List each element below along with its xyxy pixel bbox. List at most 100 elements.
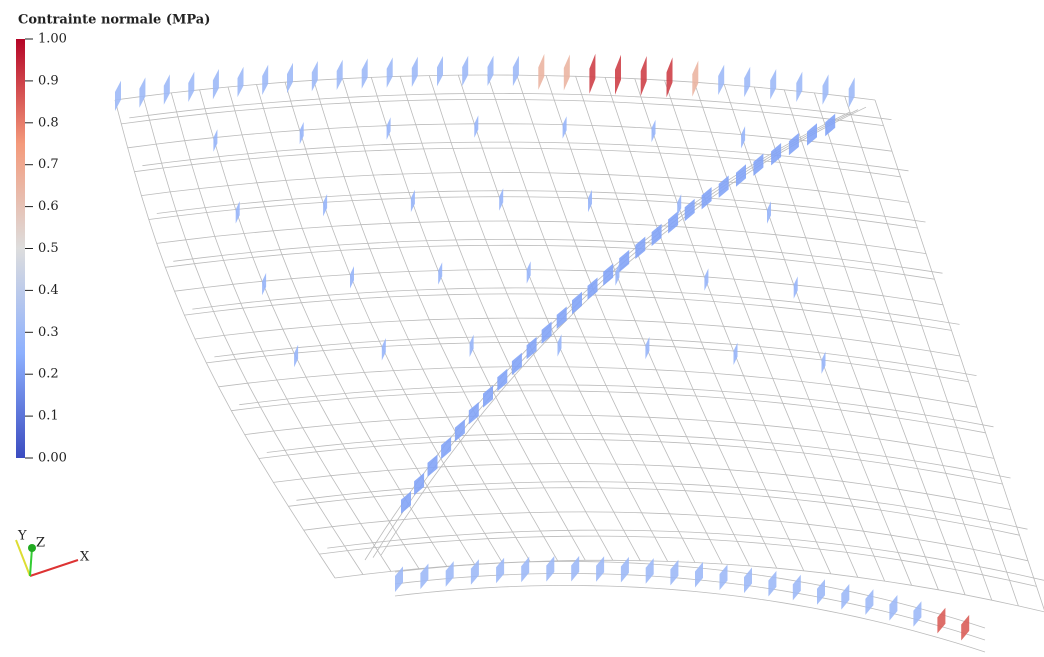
mesh-line <box>206 341 969 382</box>
mesh-line <box>121 98 884 126</box>
glyph <box>865 589 874 615</box>
glyph <box>718 175 729 198</box>
colorbar-tick-label: 0.9 <box>38 73 59 88</box>
glyph <box>299 121 304 145</box>
glyph <box>497 368 508 392</box>
glyph <box>718 64 725 95</box>
glyph <box>807 123 817 146</box>
glyph <box>445 561 454 587</box>
glyph <box>793 276 798 299</box>
glyph <box>666 57 673 98</box>
glyph <box>889 595 898 621</box>
glyph <box>792 574 801 601</box>
glyph <box>620 556 629 583</box>
glyph <box>701 187 712 210</box>
glyph <box>668 211 679 234</box>
glyph <box>640 56 647 96</box>
mesh-line <box>231 390 986 434</box>
colorbar-tick-label: 0.6 <box>38 199 59 214</box>
glyph <box>311 61 318 92</box>
colorbar <box>16 39 25 458</box>
mesh-line <box>156 220 927 254</box>
mesh-line <box>148 196 918 229</box>
glyph <box>469 334 474 357</box>
mesh-line <box>258 438 1003 485</box>
glyph <box>770 69 777 100</box>
glyph <box>645 558 654 584</box>
glyph <box>913 601 922 627</box>
glyph <box>848 77 855 108</box>
glyph <box>381 338 386 361</box>
mesh-line <box>134 147 901 178</box>
colorbar-tick-label: 0.7 <box>38 157 59 172</box>
mesh-line <box>141 171 910 203</box>
mesh-line <box>114 74 876 101</box>
glyph <box>512 55 519 87</box>
axis-y-label: Y <box>17 529 27 544</box>
glyph <box>587 277 598 300</box>
glyph <box>526 261 531 284</box>
glyph <box>287 62 293 94</box>
glyph <box>825 113 836 137</box>
glyph <box>767 201 771 224</box>
mesh-line <box>244 414 995 459</box>
glyph <box>262 64 269 95</box>
glyph <box>410 189 415 213</box>
glyph <box>474 115 479 138</box>
glyph <box>788 132 799 156</box>
glyph <box>487 55 494 86</box>
mesh-line <box>394 585 986 653</box>
colorbar-ticks: 1.00 0.9 0.8 0.7 0.6 0.5 0.4 0.3 0.2 0.1 0.00 <box>25 32 67 466</box>
glyph <box>188 71 195 102</box>
mesh-line <box>319 535 1037 587</box>
glyph <box>645 336 650 360</box>
glyph <box>350 266 354 289</box>
glyph <box>441 436 452 460</box>
glyph <box>323 194 328 217</box>
glyph <box>796 71 803 102</box>
glyph <box>651 119 656 143</box>
colorbar-tick-label: 0.00 <box>38 451 67 466</box>
glyph <box>589 53 596 94</box>
glyph <box>521 556 530 583</box>
mesh-line <box>218 366 978 408</box>
glyph <box>541 321 552 344</box>
glyph <box>733 342 738 365</box>
glyph <box>603 263 614 286</box>
mesh-line <box>184 293 952 331</box>
glyph <box>511 352 522 376</box>
mesh-line <box>142 96 364 575</box>
mesh-line <box>165 244 935 280</box>
colorbar-tick-label: 0.8 <box>38 115 59 130</box>
glyph <box>470 559 479 585</box>
axis-z-label: Z <box>36 536 45 551</box>
glyph <box>771 143 782 166</box>
mesh-line <box>288 487 1020 536</box>
glyph <box>401 491 411 514</box>
glyph <box>411 56 418 87</box>
glyph <box>821 351 826 374</box>
glyph <box>677 194 682 217</box>
glyph <box>386 57 393 88</box>
glyph <box>719 564 728 591</box>
glyph <box>588 189 592 213</box>
mesh-line <box>394 561 986 629</box>
colorbar-tick-label: 0.2 <box>38 367 59 382</box>
mesh-line <box>372 109 859 558</box>
mesh-line <box>214 335 977 376</box>
mesh-line <box>284 82 503 564</box>
mesh-line <box>334 559 1044 613</box>
glyph <box>526 336 537 360</box>
glyph <box>262 272 267 296</box>
glyph <box>615 54 621 95</box>
glyph <box>670 559 679 586</box>
mesh-line <box>303 511 1029 562</box>
colorbar-tick-label: 0.1 <box>38 409 59 424</box>
glyph <box>557 334 562 357</box>
mesh-line <box>239 384 994 428</box>
glyph <box>237 66 244 98</box>
mesh-line <box>127 123 893 152</box>
glyph <box>462 55 469 87</box>
glyph <box>635 236 646 259</box>
